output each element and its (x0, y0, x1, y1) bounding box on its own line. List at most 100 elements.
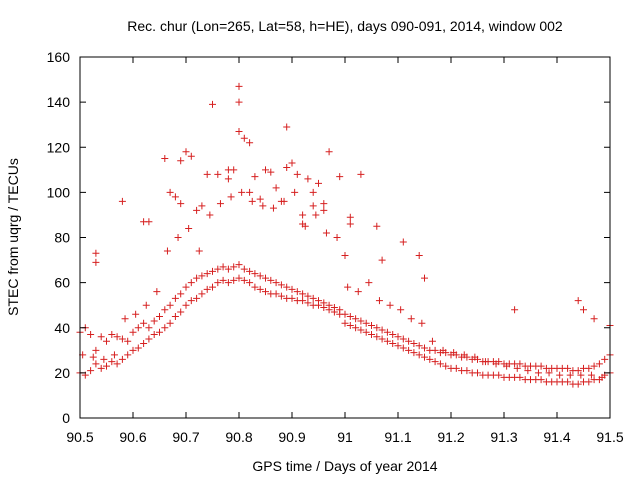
data-point (397, 306, 405, 314)
data-point (534, 369, 542, 377)
data-point (251, 283, 259, 291)
data-point (442, 362, 450, 370)
data-point (399, 335, 407, 343)
data-point (291, 188, 299, 196)
x-tick-label: 90.9 (278, 429, 305, 445)
data-point (511, 306, 519, 314)
data-point (283, 164, 291, 172)
data-point (383, 337, 391, 345)
data-point (346, 321, 354, 329)
data-point (418, 319, 426, 327)
data-point (336, 310, 344, 318)
data-point (574, 380, 582, 388)
data-point (299, 297, 307, 305)
data-point (315, 179, 322, 187)
data-point (368, 321, 375, 329)
data-point (463, 367, 471, 375)
data-point (450, 349, 458, 357)
data-point (129, 346, 137, 354)
data-point (134, 344, 142, 352)
data-point (171, 294, 179, 302)
data-point (362, 319, 370, 327)
data-point (577, 371, 585, 379)
data-point (110, 351, 118, 359)
data-point (436, 360, 444, 368)
data-point (103, 337, 110, 345)
data-point (187, 152, 195, 160)
data-point (118, 355, 126, 363)
data-point (431, 358, 439, 366)
data-point (87, 367, 95, 375)
data-point (378, 335, 386, 343)
data-point (240, 134, 248, 142)
data-point (161, 324, 169, 332)
x-tick-label: 90.6 (119, 429, 146, 445)
data-point (166, 188, 174, 196)
data-point (251, 270, 259, 278)
chart-title: Rec. chur (Lon=265, Lat=58, h=HE), days … (127, 18, 563, 34)
data-point (92, 346, 100, 354)
data-point (320, 303, 328, 311)
y-tick-label: 20 (54, 365, 70, 381)
axis-ticks: 90.5 90.6 90.7 90.8 90.9 91 91.1 91.2 91.3 91.4 91… (47, 49, 624, 445)
x-tick-label: 90.8 (225, 429, 252, 445)
y-tick-label: 80 (54, 230, 70, 246)
y-tick-label: 120 (47, 139, 71, 155)
data-point (272, 279, 280, 287)
data-point (209, 100, 216, 108)
data-point (590, 315, 598, 323)
data-point (580, 306, 587, 314)
data-point (299, 290, 307, 298)
data-point (262, 288, 269, 296)
data-point (203, 170, 211, 178)
data-point (272, 290, 280, 298)
data-point (177, 308, 185, 316)
data-point (587, 371, 595, 379)
data-point (293, 288, 301, 296)
y-tick-label: 60 (54, 275, 70, 291)
data-point (299, 220, 307, 228)
data-point (503, 362, 511, 370)
data-point (118, 197, 126, 205)
data-point (219, 263, 227, 271)
data-point (474, 369, 481, 377)
data-point (362, 328, 370, 336)
data-point (346, 312, 354, 320)
data-point (124, 337, 132, 345)
data-point (240, 276, 248, 284)
data-point (405, 337, 413, 345)
data-point (354, 288, 362, 296)
data-point (566, 371, 574, 379)
data-point (193, 294, 201, 302)
data-point (492, 360, 500, 368)
data-point (590, 362, 598, 370)
data-point (238, 188, 246, 196)
data-point (439, 346, 447, 354)
data-point (187, 279, 195, 287)
data-point (304, 292, 312, 300)
data-point (132, 310, 140, 318)
data-point (601, 355, 609, 363)
data-point (153, 288, 161, 296)
data-point (304, 299, 312, 307)
data-point (341, 252, 349, 260)
data-point (407, 315, 415, 323)
data-point (108, 331, 116, 339)
data-point (277, 281, 285, 289)
data-point (556, 371, 564, 379)
data-point (92, 258, 100, 266)
data-point (428, 337, 436, 345)
data-point (161, 155, 169, 163)
data-point (129, 328, 137, 336)
data-point (224, 166, 232, 174)
data-point (513, 364, 521, 372)
data-point (187, 297, 195, 305)
data-point (574, 367, 582, 375)
data-point (389, 340, 397, 348)
data-point (460, 351, 468, 359)
x-axis-title: GPS time / Days of year 2014 (252, 458, 437, 474)
y-tick-label: 100 (47, 184, 71, 200)
data-point (246, 267, 254, 275)
x-tick-label: 90.7 (172, 429, 199, 445)
